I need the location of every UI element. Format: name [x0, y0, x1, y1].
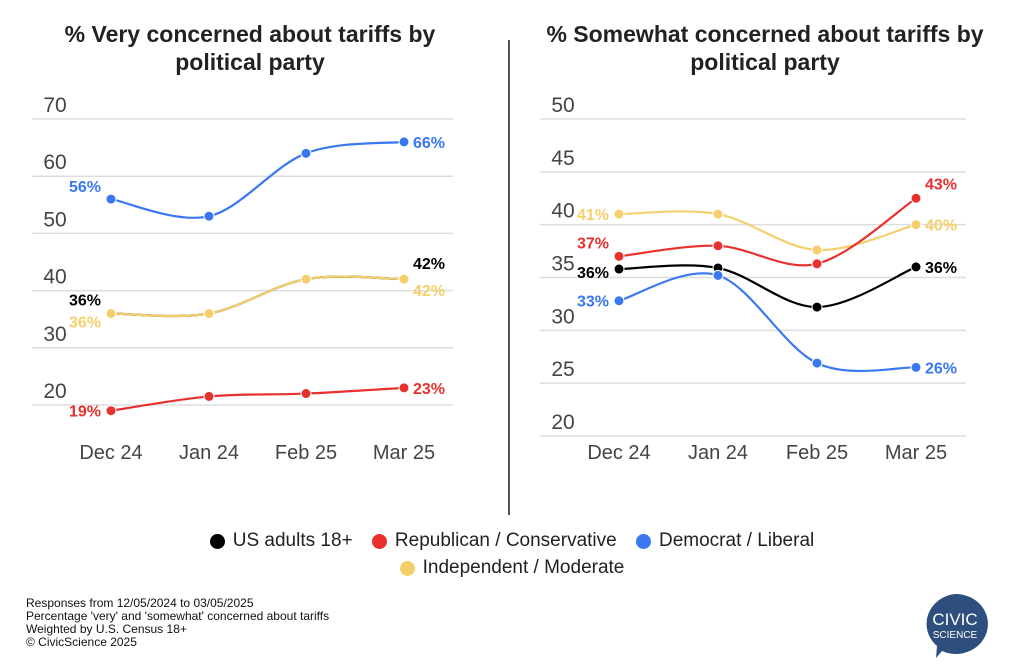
data-label-republican: 23% — [413, 381, 445, 398]
series-line-us_adults — [618, 264, 917, 309]
data-point-democrat — [910, 361, 922, 373]
data-point-republican — [910, 192, 922, 204]
y-tick-label: 20 — [551, 411, 574, 434]
data-label-republican: 19% — [69, 404, 101, 421]
y-tick-label: 50 — [551, 94, 574, 117]
y-tick-label: 30 — [551, 305, 574, 328]
data-point-democrat — [203, 210, 215, 222]
data-point-independent — [105, 307, 117, 319]
x-tick-label: Dec 24 — [79, 442, 142, 464]
data-label-democrat: 26% — [925, 360, 957, 377]
y-tick-label: 25 — [551, 358, 574, 381]
logo-line-2: SCIENCE — [933, 630, 978, 641]
legend-dot-us-adults — [209, 533, 225, 549]
x-tick-label: Feb 25 — [786, 442, 848, 464]
data-label-democrat: 56% — [69, 179, 101, 196]
data-point-republican — [712, 240, 724, 252]
legend-dot-democrat — [636, 533, 651, 549]
legend-item-democrat: Democrat / Liberal — [636, 530, 814, 552]
data-point-us_adults — [613, 263, 625, 275]
legend-dot-republican — [371, 533, 387, 549]
data-label-independent: 36% — [69, 314, 101, 331]
legend-item-independent: Independent / Moderate — [399, 557, 625, 579]
data-point-republican — [613, 250, 625, 262]
x-tick-label: Mar 25 — [373, 442, 435, 464]
series-line-independent — [618, 210, 917, 252]
legend-label: Republican / Conservative — [394, 530, 617, 551]
data-point-independent — [613, 208, 625, 220]
data-point-us_adults — [910, 261, 922, 273]
x-tick-label: Mar 25 — [885, 442, 947, 464]
series-line-independent — [110, 275, 405, 318]
footnote: Weighted by U.S. Census 18+ — [26, 622, 187, 636]
data-label-republican: 37% — [577, 235, 609, 252]
y-tick-label: 50 — [43, 208, 66, 231]
x-tick-label: Dec 24 — [587, 442, 650, 464]
x-tick-label: Jan 24 — [688, 442, 748, 464]
logo-line-1: CIVIC — [932, 610, 977, 629]
left-chart-title: % Very concerned about tariffs by politi… — [64, 21, 436, 75]
data-label-republican: 43% — [925, 176, 957, 193]
data-label-democrat: 66% — [413, 135, 445, 152]
data-point-independent — [300, 273, 312, 285]
y-tick-label: 30 — [43, 323, 66, 346]
legend-dot-independent — [399, 560, 415, 576]
legend-item-republican: Republican / Conservative — [371, 530, 617, 552]
legend-row-2: Independent / Moderate — [0, 557, 1024, 582]
data-label-us_adults: 36% — [925, 260, 957, 277]
data-point-us_adults — [811, 301, 823, 313]
legend-label: Democrat / Liberal — [659, 530, 815, 551]
x-tick-label: Jan 24 — [179, 442, 239, 464]
data-point-democrat — [712, 269, 724, 281]
data-point-democrat — [105, 193, 117, 205]
legend-label: US adults 18+ — [232, 530, 353, 551]
data-point-republican — [398, 382, 410, 394]
data-point-independent — [712, 208, 724, 220]
data-point-democrat — [398, 136, 410, 148]
data-point-republican — [203, 390, 215, 402]
y-tick-label: 40 — [43, 266, 66, 289]
y-tick-label: 70 — [43, 94, 66, 117]
footnote: Percentage 'very' and 'somewhat' concern… — [26, 609, 330, 623]
chart-divider — [508, 40, 510, 515]
data-label-us_adults: 36% — [69, 292, 101, 309]
series-line-democrat — [110, 140, 405, 219]
data-point-independent — [398, 273, 410, 285]
data-label-independent: 42% — [413, 283, 445, 300]
legend-item-us-adults: US adults 18+ — [209, 530, 353, 552]
footnote: Responses from 12/05/2024 to 03/05/2025 — [26, 596, 254, 610]
series-line-democrat — [618, 272, 917, 373]
x-tick-label: Feb 25 — [275, 442, 337, 464]
y-tick-label: 35 — [551, 253, 574, 276]
y-tick-label: 40 — [551, 200, 574, 223]
right-chart-title: % Somewhat concerned about tariffs by po… — [546, 21, 984, 75]
footnotes: Responses from 12/05/2024 to 03/05/2025 … — [26, 597, 329, 649]
civicscience-logo: CIVIC SCIENCE — [926, 593, 988, 658]
data-point-republican — [811, 258, 823, 270]
data-point-republican — [105, 405, 117, 417]
data-point-independent — [203, 307, 215, 319]
data-label-us_adults: 42% — [413, 256, 445, 273]
legend-row-1: US adults 18+ Republican / Conservative … — [0, 530, 1024, 555]
data-point-democrat — [811, 357, 823, 369]
series-line-republican — [618, 197, 917, 267]
footnote: © CivicScience 2025 — [26, 635, 137, 649]
data-point-democrat — [613, 295, 625, 307]
data-label-independent: 41% — [577, 207, 609, 224]
y-tick-label: 60 — [43, 151, 66, 174]
legend-label: Independent / Moderate — [422, 557, 625, 578]
y-tick-label: 20 — [43, 380, 66, 403]
data-point-independent — [811, 244, 823, 256]
data-label-independent: 40% — [925, 218, 957, 235]
data-label-us_adults: 36% — [577, 265, 609, 282]
data-point-republican — [300, 388, 312, 400]
series-line-republican — [110, 386, 405, 412]
data-label-democrat: 33% — [577, 294, 609, 311]
data-point-independent — [910, 219, 922, 231]
y-tick-label: 45 — [551, 147, 574, 170]
data-point-democrat — [300, 147, 312, 159]
